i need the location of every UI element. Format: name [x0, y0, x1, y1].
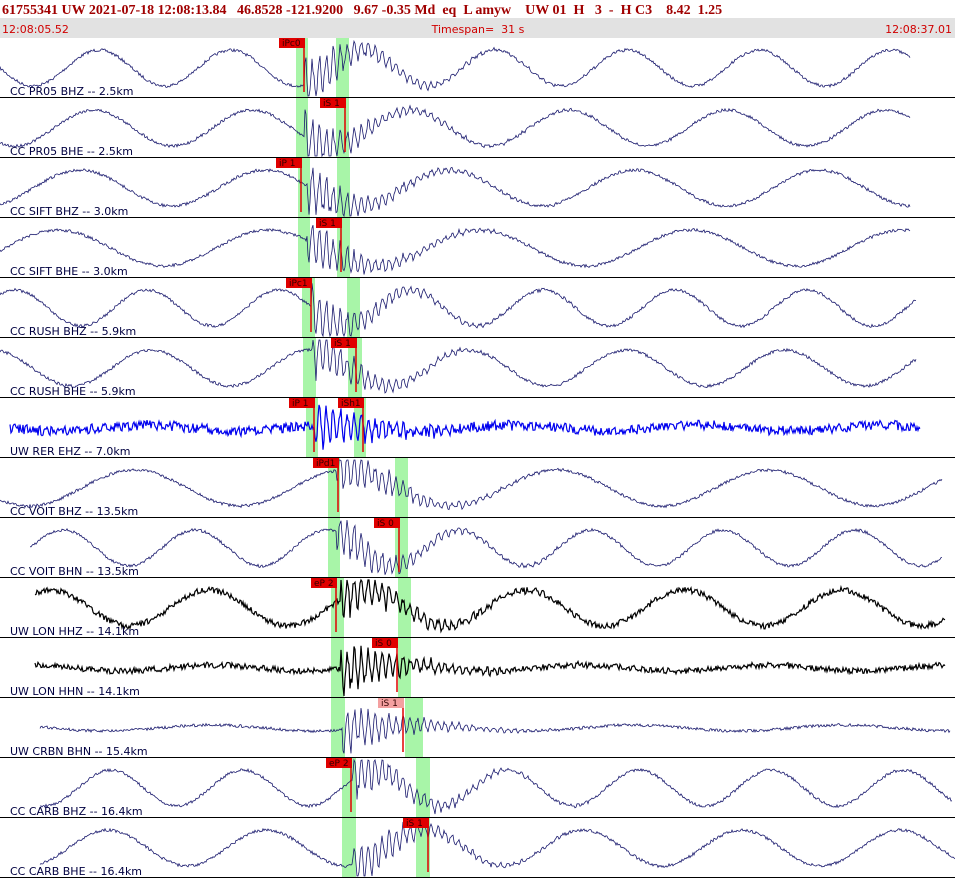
pick-flag — [279, 38, 305, 48]
pick-label: iSh1 — [341, 399, 361, 409]
pick-label: iS 1 — [406, 819, 423, 829]
p-band — [296, 98, 308, 158]
pick-flag — [378, 698, 404, 708]
waveform — [29, 519, 943, 575]
p-band — [328, 518, 340, 578]
timespan: Timespan= 31 s — [431, 23, 525, 36]
waveform — [39, 707, 951, 754]
trace-label: CC CARB BHZ -- 16.4km — [10, 805, 143, 818]
waveform — [0, 283, 917, 338]
s-band — [398, 638, 411, 698]
pick-label: iS 0 — [375, 639, 392, 649]
pick-flag — [289, 398, 315, 408]
waveform — [0, 459, 943, 511]
pick-flag — [338, 398, 364, 408]
pick-flag — [276, 158, 302, 168]
p-band — [331, 698, 345, 758]
p-band — [306, 398, 318, 458]
waveform — [0, 166, 911, 218]
s-band — [416, 818, 430, 878]
trace-label: CC PR05 BHZ -- 2.5km — [10, 85, 134, 98]
pick-label: iPd1 — [316, 459, 335, 469]
header-bar — [0, 0, 955, 18]
waveform — [34, 645, 946, 697]
pick-label: iP 1 — [279, 159, 296, 169]
trace-label: UW CRBN BHN -- 15.4km — [10, 745, 148, 758]
waveform — [34, 578, 946, 634]
trace-label: UW RER EHZ -- 7.0km — [10, 445, 130, 458]
pick-flag — [326, 758, 352, 768]
pick-flag — [313, 458, 339, 468]
s-band — [337, 158, 350, 218]
s-band — [405, 698, 423, 758]
waveform — [0, 104, 911, 158]
pick-label: iPc0 — [282, 39, 301, 49]
waveform — [0, 39, 911, 97]
trace-label: CC RUSH BHE -- 5.9km — [10, 385, 136, 398]
start-time: 12:08:05.52 — [2, 23, 69, 36]
pick-label: eP 2 — [329, 759, 349, 769]
pick-flag — [403, 818, 429, 828]
p-band — [328, 458, 340, 518]
pick-flag — [311, 578, 337, 588]
pick-flag — [372, 638, 398, 648]
trace-label: UW LON HHZ -- 14.1km — [10, 625, 139, 638]
waveform — [0, 339, 917, 394]
pick-label: iS 0 — [377, 519, 394, 529]
pick-flag — [286, 278, 312, 288]
event-line: 61755341 UW 2021-07-18 12:08:13.84 46.85… — [2, 3, 722, 18]
p-band — [303, 338, 316, 398]
trace-label: CC CARB BHE -- 16.4km — [10, 865, 142, 878]
waveform — [39, 758, 953, 815]
waveform — [9, 404, 921, 450]
pick-flag — [331, 338, 357, 348]
end-time: 12:08:37.01 — [885, 23, 952, 36]
p-band — [296, 38, 308, 98]
time-bar — [0, 18, 955, 38]
waveform — [39, 821, 955, 877]
pick-label: iS 1 — [319, 219, 336, 229]
trace-label: CC VOIT BHN -- 13.5km — [10, 565, 139, 578]
pick-label: iP 1 — [292, 399, 309, 409]
p-band — [342, 818, 356, 878]
s-band — [416, 758, 430, 818]
pick-flag — [316, 218, 342, 228]
trace-label: CC RUSH BHZ -- 5.9km — [10, 325, 136, 338]
pick-flag — [374, 518, 400, 528]
p-band — [298, 218, 310, 278]
trace-label: CC PR05 BHE -- 2.5km — [10, 145, 133, 158]
waveform — [0, 224, 911, 275]
s-band — [347, 278, 360, 338]
pick-label: eP 2 — [314, 579, 334, 589]
trace-label: CC VOIT BHZ -- 13.5km — [10, 505, 138, 518]
p-band — [342, 758, 356, 818]
pick-label: iPc1 — [289, 279, 308, 289]
trace-label: UW LON HHN -- 14.1km — [10, 685, 140, 698]
trace-label: CC SIFT BHE -- 3.0km — [10, 265, 128, 278]
pick-flag — [320, 98, 346, 108]
pick-label: iS 1 — [323, 99, 340, 109]
pick-label: iS 1 — [334, 339, 351, 349]
trace-label: CC SIFT BHZ -- 3.0km — [10, 205, 128, 218]
pick-label: iS 1 — [381, 699, 398, 709]
